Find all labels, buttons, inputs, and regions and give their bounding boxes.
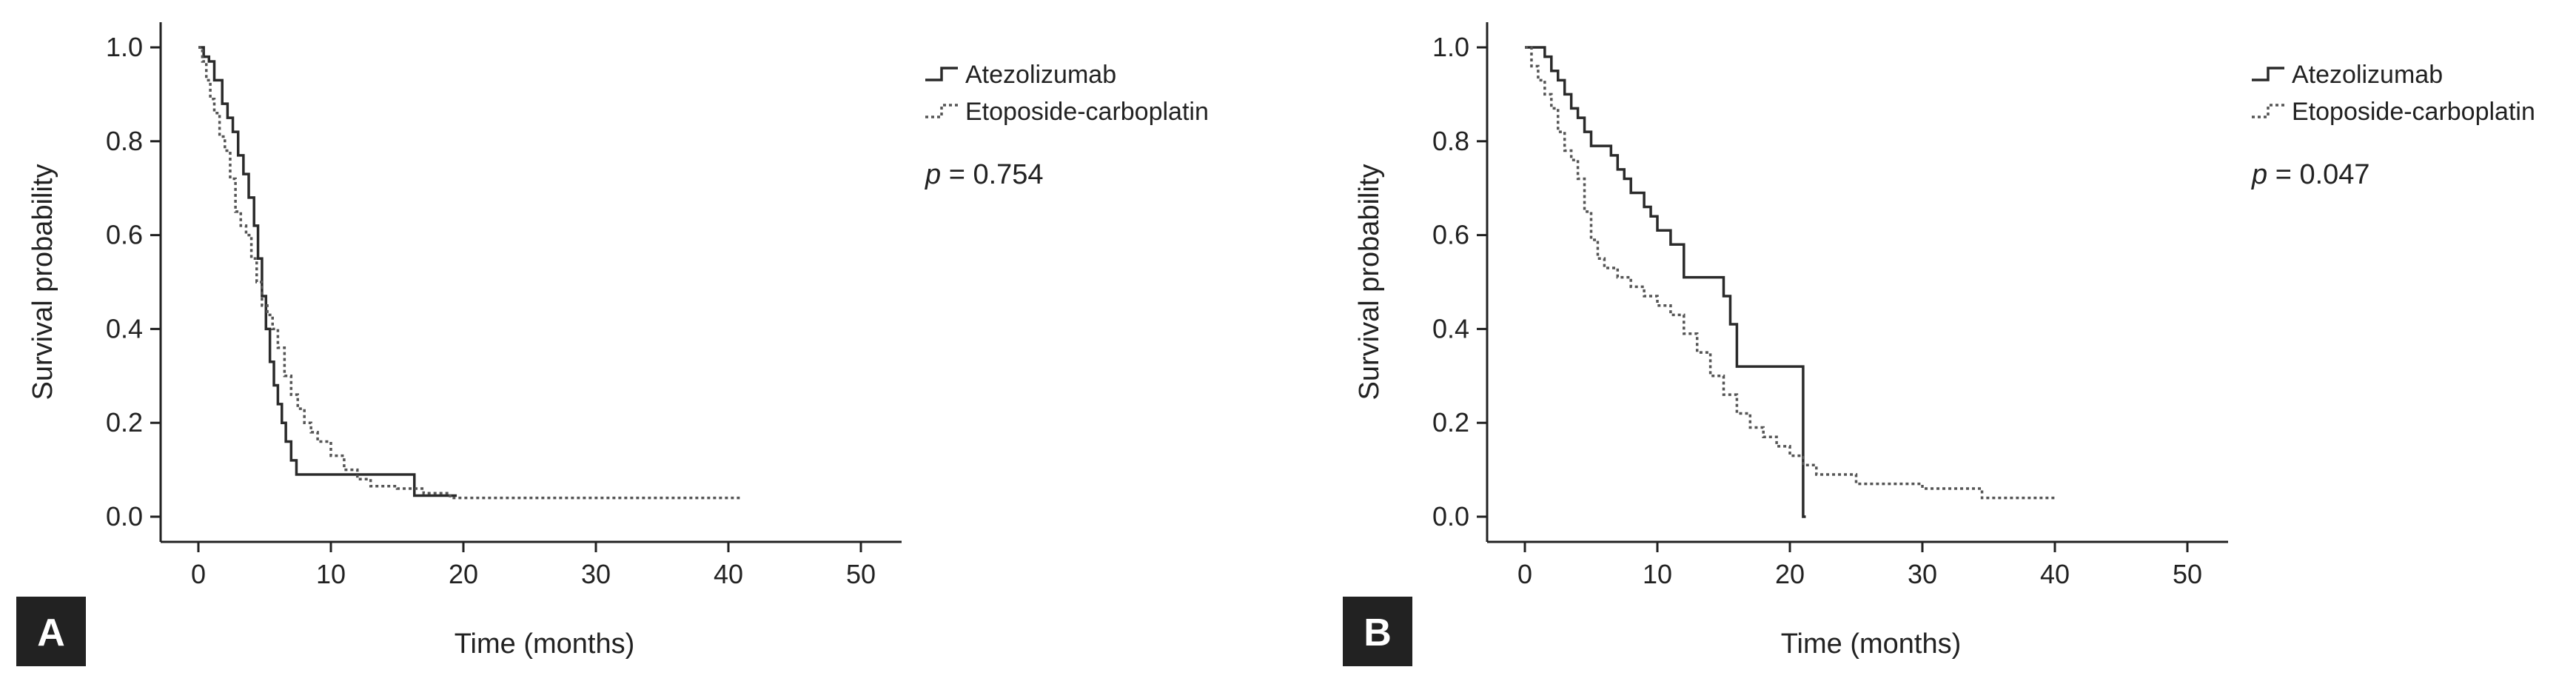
y-tick-label: 0.6 bbox=[106, 220, 143, 250]
x-tick-label: 30 bbox=[1908, 559, 1937, 589]
legend-item: Etoposide-carboplatin bbox=[925, 98, 1209, 126]
x-tick-label: 10 bbox=[316, 559, 346, 589]
y-tick-label: 0.6 bbox=[1432, 220, 1469, 250]
legend-swatch bbox=[2252, 67, 2284, 81]
y-axis-title: Survival probability bbox=[1354, 164, 1385, 400]
x-tick-label: 20 bbox=[1775, 559, 1805, 589]
chart-panel-a: 0.0 0.2 0.4 0.6 0.8 1.0 0 10 20 30 40 50 Time (month… bbox=[16, 22, 1209, 666]
x-axis-title: Time (months) bbox=[1781, 628, 1962, 660]
x-tick-label: 40 bbox=[714, 559, 743, 589]
panel-label-box bbox=[16, 597, 86, 666]
y-tick-label: 0.8 bbox=[1432, 126, 1469, 156]
p-value-annotation: p = 0.047 bbox=[2251, 159, 2370, 190]
x-tick-label: 0 bbox=[191, 559, 206, 589]
x-tick-label: 40 bbox=[2040, 559, 2070, 589]
legend-label: Etoposide-carboplatin bbox=[965, 98, 1209, 126]
p-value-text: = 0.047 bbox=[2267, 159, 2369, 190]
y-tick-label: 0.8 bbox=[106, 126, 143, 156]
panel-label-text: A bbox=[37, 611, 65, 654]
survival-curve-etoposide-carboplatin bbox=[198, 46, 742, 500]
legend-item: Atezolizumab bbox=[925, 61, 1116, 89]
legend-item: Etoposide-carboplatin bbox=[2252, 98, 2535, 126]
y-tick-label: 0.0 bbox=[1432, 501, 1469, 532]
survival-curve-etoposide-carboplatin bbox=[1525, 46, 2055, 500]
x-tick-label: 0 bbox=[1517, 559, 1532, 589]
x-tick-label: 50 bbox=[846, 559, 876, 589]
panel-label-text: B bbox=[1364, 611, 1392, 654]
chart-panel-b: 0.0 0.2 0.4 0.6 0.8 1.0 0 10 20 30 40 50 Time (month… bbox=[1343, 22, 2535, 666]
y-tick-label: 0.2 bbox=[106, 407, 143, 437]
x-tick-label: 20 bbox=[449, 559, 478, 589]
p-value-text: = 0.754 bbox=[941, 159, 1043, 190]
panel-label-badge: B bbox=[1343, 597, 1412, 666]
legend-swatch bbox=[925, 67, 958, 81]
panel-label-box bbox=[1343, 597, 1412, 666]
survival-curve-atezolizumab bbox=[1525, 46, 1806, 518]
y-axis-title: Survival probability bbox=[27, 164, 58, 400]
x-tick-label: 50 bbox=[2173, 559, 2202, 589]
p-value-symbol: p bbox=[2251, 159, 2267, 190]
y-tick-label: 0.4 bbox=[106, 313, 143, 343]
p-value-annotation: p = 0.754 bbox=[925, 159, 1044, 190]
x-tick-label: 10 bbox=[1643, 559, 1672, 589]
legend-item: Atezolizumab bbox=[2252, 61, 2443, 89]
legend-swatch bbox=[2252, 104, 2284, 118]
survival-curve-atezolizumab bbox=[198, 46, 457, 497]
x-axis-title: Time (months) bbox=[455, 628, 635, 660]
legend-label: Atezolizumab bbox=[2292, 61, 2443, 89]
p-value-symbol: p bbox=[925, 159, 941, 190]
legend-label: Atezolizumab bbox=[965, 61, 1116, 89]
y-tick-label: 1.0 bbox=[106, 32, 143, 62]
panel-label-badge: A bbox=[16, 597, 86, 666]
legend-swatch bbox=[925, 104, 958, 118]
legend-label: Etoposide-carboplatin bbox=[2292, 98, 2535, 126]
y-tick-label: 1.0 bbox=[1432, 32, 1469, 62]
y-tick-label: 0.2 bbox=[1432, 407, 1469, 437]
y-tick-label: 0.4 bbox=[1432, 313, 1469, 343]
y-tick-label: 0.0 bbox=[106, 501, 143, 532]
x-tick-label: 30 bbox=[581, 559, 611, 589]
